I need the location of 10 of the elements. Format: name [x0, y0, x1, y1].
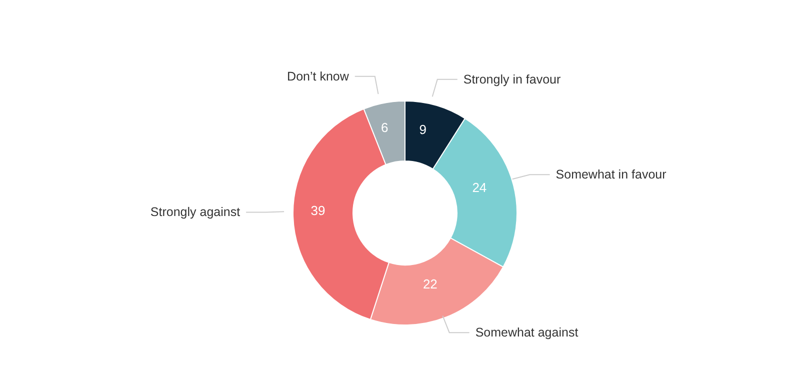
data-label: 6: [381, 120, 388, 135]
data-label: 39: [310, 203, 326, 218]
slice-label: Don’t know: [287, 69, 350, 84]
slice-label: Strongly in favour: [463, 72, 561, 86]
data-label: 24: [472, 180, 487, 196]
slice-label: Somewhat in favour: [556, 168, 666, 182]
slice-label: Somewhat against: [475, 326, 579, 340]
data-label: 22: [422, 276, 438, 292]
data-label: 9: [419, 122, 426, 137]
slice-label: Strongly against: [150, 205, 241, 220]
